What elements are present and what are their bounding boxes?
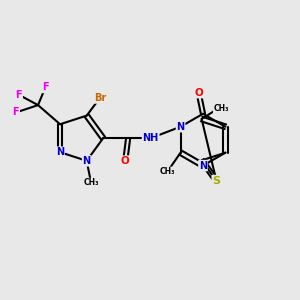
Text: O: O bbox=[194, 88, 203, 98]
Text: N: N bbox=[199, 160, 207, 171]
Text: NH: NH bbox=[142, 133, 159, 143]
Text: F: F bbox=[42, 82, 49, 92]
Text: N: N bbox=[82, 156, 91, 166]
Text: N: N bbox=[56, 147, 64, 157]
Text: CH₃: CH₃ bbox=[160, 167, 175, 176]
Text: F: F bbox=[13, 107, 19, 118]
Text: CH₃: CH₃ bbox=[83, 178, 99, 188]
Text: S: S bbox=[212, 176, 220, 186]
Text: O: O bbox=[121, 156, 130, 166]
Text: F: F bbox=[16, 90, 22, 100]
Text: CH₃: CH₃ bbox=[214, 104, 229, 113]
Text: Br: Br bbox=[94, 93, 106, 103]
Text: N: N bbox=[176, 122, 184, 132]
